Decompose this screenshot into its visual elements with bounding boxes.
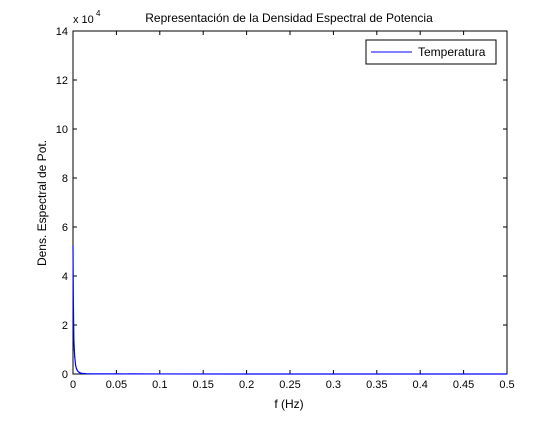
y-axis-exponent-power: 4	[96, 9, 101, 18]
y-axis-exponent-base: x 10	[73, 14, 94, 26]
plot-frame	[72, 30, 508, 375]
x-tick-label: 0.35	[366, 379, 387, 391]
chart-title: Representación de la Densidad Espectral …	[145, 11, 433, 25]
data-point	[76, 369, 78, 371]
y-tick-label: 14	[56, 26, 68, 38]
data-point	[89, 373, 91, 375]
x-tick-label: 0.1	[152, 379, 167, 391]
x-axis-label: f (Hz)	[274, 397, 303, 411]
x-tick-label: 0.05	[106, 379, 127, 391]
plot-area	[72, 30, 508, 375]
data-point	[72, 246, 74, 248]
y-tick-label: 10	[56, 124, 68, 136]
data-point	[73, 339, 75, 341]
data-point	[332, 373, 334, 375]
y-axis-label: Dens. Espectral de Pot.	[35, 140, 49, 266]
x-tick-label: 0.4	[413, 379, 428, 391]
data-point	[72, 299, 74, 302]
y-tick-label: 12	[56, 75, 68, 87]
y-tick-label: 2	[62, 320, 68, 332]
series-layer	[72, 246, 508, 375]
data-point	[115, 373, 117, 375]
x-tick-label: 0.15	[192, 379, 213, 391]
x-tick-label: 0.45	[453, 379, 474, 391]
x-tick-label: 0.25	[279, 379, 300, 391]
data-point	[85, 373, 87, 375]
data-point	[74, 356, 76, 358]
x-axis: 0 0.05 0.1 0.15 0.2 0.25 0.3 0.35 0.4 0.45 0.5	[70, 31, 515, 391]
data-point	[75, 364, 77, 367]
x-tick-label: 0.3	[326, 379, 341, 391]
data-point	[73, 348, 75, 351]
data-point	[79, 372, 81, 374]
y-axis: 0 2 4 6 8 10 12 14	[56, 26, 507, 381]
y-tick-label: 4	[62, 271, 68, 283]
y-tick-label: 0	[62, 369, 68, 381]
data-point	[506, 373, 508, 375]
x-tick-label: 0.2	[239, 379, 254, 391]
data-point	[246, 373, 248, 375]
data-point	[159, 373, 161, 375]
y-axis-exponent: x 10 4	[73, 9, 101, 26]
x-tick-label: 0	[70, 379, 76, 391]
data-point	[81, 372, 83, 374]
x-tick-label: 0.5	[499, 379, 514, 391]
legend-label: Temperatura	[418, 45, 486, 59]
data-point	[75, 368, 78, 370]
data-point	[419, 373, 421, 375]
legend: Temperatura	[365, 39, 497, 65]
y-tick-label: 6	[62, 222, 68, 234]
y-tick-label: 8	[62, 173, 68, 185]
data-point	[77, 370, 79, 373]
